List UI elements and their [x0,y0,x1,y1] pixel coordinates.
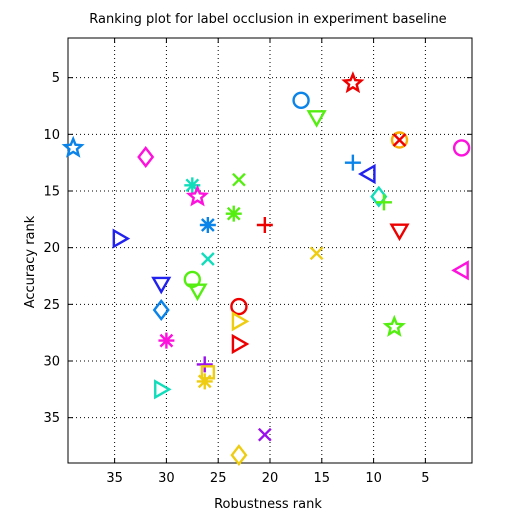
y-tick-label: 25 [43,298,60,313]
x-marker [309,246,324,261]
triangle-down-marker [306,110,327,128]
x-tick-label: 5 [421,471,429,486]
circle-marker [452,139,471,157]
y-tick-label: 35 [43,411,60,426]
y-tick-label: 15 [43,185,60,200]
x-tick-label: 35 [106,471,123,486]
x-marker [392,133,407,147]
star-marker [185,184,209,207]
diamond-marker [230,444,248,467]
y-tick-label: 5 [52,71,60,86]
star-marker [382,314,406,337]
triangle-down-marker [151,276,172,295]
x-tick-label: 25 [210,471,227,486]
data-markers [61,71,471,467]
x-marker [257,427,272,442]
star-marker [341,71,365,94]
x-marker [232,172,246,187]
x-axis-label: Robustness rank [214,497,322,512]
plus-marker [256,217,273,233]
triangle-left-marker [357,163,376,185]
circle-marker [390,131,409,149]
x-tick-label: 10 [365,471,382,486]
circle-marker [183,270,202,289]
axis-ticks: 35 30 25 20 15 10 5 5 10 15 20 25 30 35 [43,38,472,486]
x-tick-label: 30 [158,471,175,486]
x-marker [200,252,215,266]
circle-marker [230,297,248,316]
triangle-down-marker [187,283,208,302]
plus-marker [375,194,392,211]
diamond-marker [152,299,170,321]
star-marker [61,135,85,158]
chart-title: Ranking plot for label occlusion in expe… [89,12,446,27]
diamond-marker [137,146,155,168]
plus-marker [196,356,213,373]
y-tick-label: 30 [43,355,60,370]
triangle-left-marker [451,260,469,281]
asterisk-marker [225,205,242,222]
y-axis-label: Accuracy rank [23,215,38,308]
asterisk-marker [196,373,213,390]
triangle-right-marker [231,311,250,332]
diamond-marker [370,185,388,208]
x-tick-label: 20 [262,471,279,486]
triangle-down-marker [389,223,410,242]
triangle-right-marker [154,379,172,400]
y-tick-label: 10 [43,128,60,143]
plus-marker [344,154,361,171]
circle-marker [292,91,310,110]
triangle-right-marker [112,228,131,249]
y-tick-label: 20 [43,241,60,256]
asterisk-marker [158,332,175,349]
asterisk-marker [199,217,216,233]
triangle-right-marker [231,333,250,355]
x-tick-label: 15 [314,471,331,486]
asterisk-marker [184,177,201,194]
gridlines [68,38,472,463]
